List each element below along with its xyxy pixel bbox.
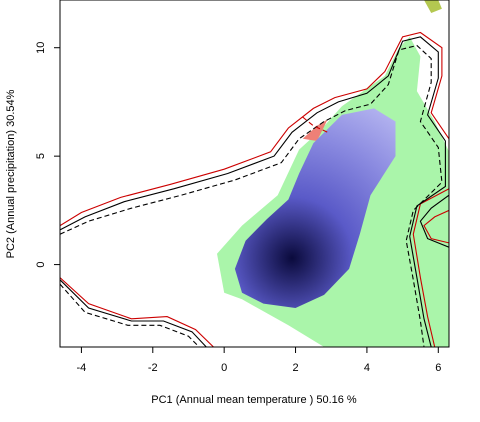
plot-frame	[59, 0, 450, 348]
density-blob	[234, 108, 396, 309]
contour-line-1	[60, 31, 449, 347]
x-axis-label: PC1 (Annual mean temperature ) 50.16 %	[151, 394, 357, 406]
contour-line-4	[60, 277, 214, 347]
contour-line-2	[60, 36, 446, 347]
contour-line-9	[302, 116, 328, 133]
contour-line-6	[60, 283, 200, 347]
y-tick-label: 5	[35, 153, 47, 159]
x-tick-label: -4	[77, 362, 87, 374]
contour-line-7	[423, 209, 449, 244]
x-axis: -4 -2 0 2 4 6	[77, 347, 441, 374]
x-tick-label: 6	[435, 362, 441, 374]
x-tick-label: 0	[221, 362, 227, 374]
y-axis-label: PC2 (Annual precipitation) 30.54%	[5, 89, 17, 258]
contour-line-5	[60, 279, 207, 347]
x-tick-label: 4	[364, 362, 370, 374]
olive-region	[424, 0, 442, 13]
y-tick-label: 0	[35, 262, 47, 268]
contour-line-8	[419, 194, 449, 248]
y-axis: 0 5 10	[35, 42, 60, 268]
salmon-region	[302, 119, 328, 141]
contour-line-3	[60, 44, 443, 347]
x-tick-label: 2	[292, 362, 298, 374]
x-tick-label: -2	[148, 362, 158, 374]
y-tick-label: 10	[35, 42, 47, 54]
plot-area	[60, 0, 449, 347]
